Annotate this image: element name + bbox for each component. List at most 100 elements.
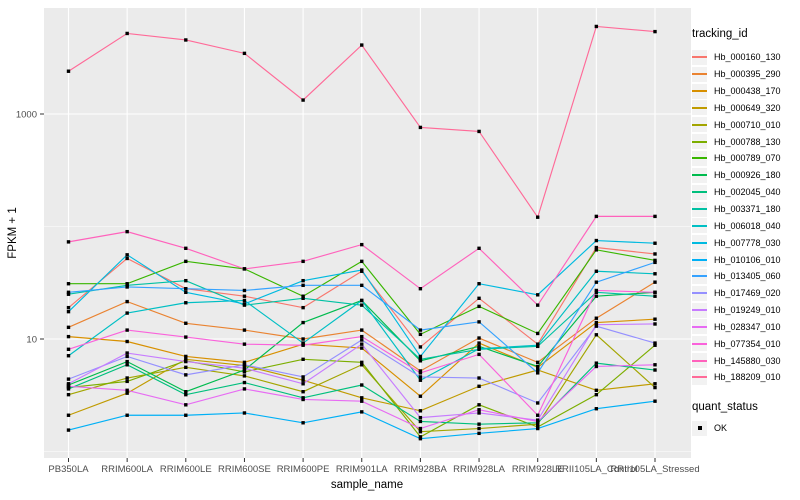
data-point: [477, 320, 481, 324]
legend-line-icon: [692, 208, 707, 211]
data-point: [360, 242, 364, 247]
legend-key-swatch: [692, 252, 707, 268]
legend-item: Hb_077354_010: [692, 335, 798, 352]
data-point: [653, 260, 657, 265]
data-point: [125, 339, 129, 344]
data-point: [418, 332, 423, 337]
data-point: [66, 309, 71, 314]
data-point: [301, 343, 305, 347]
data-point: [418, 419, 423, 424]
legend-key-swatch: [692, 49, 707, 65]
data-point: [536, 215, 540, 219]
data-point: [301, 378, 305, 382]
data-point: [653, 343, 657, 347]
legend-label: Hb_000926_180: [714, 170, 781, 181]
legend-line-icon: [692, 90, 707, 93]
panel-background: [44, 8, 691, 458]
data-point: [184, 38, 188, 42]
data-point: [184, 286, 188, 291]
ok-point-icon: [697, 426, 702, 431]
legend-item: Hb_010106_010: [692, 251, 798, 268]
data-point: [594, 323, 599, 327]
data-point: [536, 413, 540, 417]
data-point: [66, 384, 71, 388]
data-point: [66, 354, 71, 358]
x-axis-title: sample_name: [330, 479, 404, 491]
legend-key-swatch: [692, 83, 707, 99]
legend-line-icon: [692, 174, 707, 177]
data-point: [418, 286, 423, 291]
x-tick-label: RRIM600LE: [160, 464, 212, 475]
legend-item: Hb_028347_010: [692, 319, 798, 336]
data-point: [125, 376, 129, 380]
legend-line-icon: [692, 292, 707, 295]
data-point: [653, 322, 657, 326]
data-point: [360, 283, 364, 288]
data-point: [301, 320, 305, 325]
data-point: [301, 382, 305, 386]
legend-label: Hb_000649_320: [714, 102, 781, 113]
data-point: [184, 365, 188, 370]
data-point: [242, 387, 247, 391]
data-point: [594, 392, 599, 397]
data-point: [653, 341, 657, 345]
data-point: [653, 258, 657, 263]
legend-key-swatch: [692, 100, 707, 116]
data-point: [301, 341, 305, 345]
data-point: [66, 282, 71, 286]
data-point: [477, 376, 481, 380]
data-point: [418, 354, 423, 359]
data-point: [594, 388, 599, 392]
data-point: [184, 321, 188, 325]
data-point: [242, 363, 247, 367]
legend-key-swatch: [692, 150, 707, 166]
data-point: [301, 390, 305, 394]
data-point: [536, 303, 540, 307]
x-tick-label: RRIM928LA: [453, 464, 505, 475]
data-point: [477, 426, 481, 431]
data-point: [477, 296, 481, 301]
legend-key-swatch: [692, 353, 707, 369]
data-point: [242, 328, 247, 332]
data-point: [477, 344, 481, 349]
legend-key-swatch: [692, 235, 707, 251]
tracking-id-legend-title: tracking_id: [692, 28, 748, 40]
data-point: [360, 259, 364, 264]
data-point: [536, 426, 540, 431]
data-point: [653, 385, 657, 390]
data-point: [536, 331, 540, 336]
legend-item: Hb_006018_040: [692, 217, 798, 234]
data-point: [360, 268, 364, 272]
data-point: [418, 357, 423, 362]
data-point: [66, 347, 71, 351]
legend-line-icon: [692, 241, 707, 244]
data-point: [242, 51, 247, 56]
legend-line-icon: [692, 157, 707, 160]
x-tick-label: RRIM901LA: [336, 464, 388, 475]
data-point: [184, 335, 188, 339]
data-point: [653, 214, 657, 219]
data-point: [125, 328, 129, 332]
data-point: [594, 290, 599, 295]
legend-key-swatch: [692, 218, 707, 234]
legend-item: Hb_000789_070: [692, 150, 798, 167]
data-point: [184, 259, 188, 264]
tracking-id-legend-keys: Hb_000160_130 Hb_000395_290 Hb_000438_170 H…: [692, 49, 798, 386]
legend-item: Hb_000926_180: [692, 167, 798, 184]
data-point: [594, 361, 599, 365]
data-point: [594, 269, 599, 273]
legend-line-icon: [692, 359, 707, 362]
data-point: [594, 364, 599, 369]
legend-item: Hb_188209_010: [692, 369, 798, 386]
legend-line-icon: [692, 342, 707, 345]
data-point: [242, 288, 247, 293]
x-tick-label: RRIM600PE: [277, 464, 330, 475]
data-point: [125, 413, 129, 417]
legend-label: Hb_145880_030: [714, 355, 781, 366]
data-point: [301, 375, 305, 379]
data-point: [242, 360, 247, 365]
data-point: [125, 351, 129, 355]
x-tick-label: RRII105LA_Control: [555, 464, 637, 475]
y-tick-label: 10: [26, 335, 37, 346]
data-point: [360, 338, 364, 342]
